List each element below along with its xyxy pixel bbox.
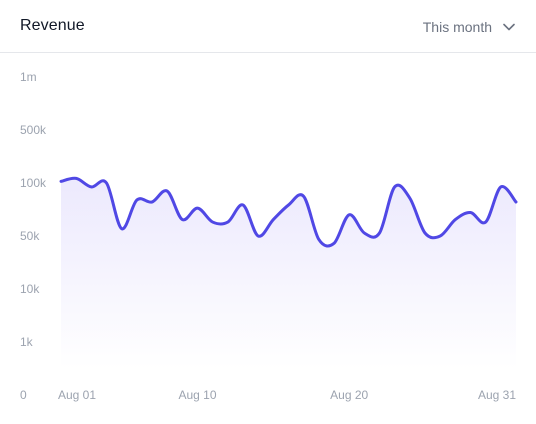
data-point xyxy=(316,236,322,242)
y-tick-label: 50k xyxy=(20,229,40,243)
x-tick-label: Aug 10 xyxy=(178,388,216,402)
data-point xyxy=(240,202,246,208)
revenue-chart: 1m 500k 100k 50k 10k 1k 0 Aug 01 Aug 10 Aug 20 Au… xyxy=(0,53,536,424)
y-tick-label: 1k xyxy=(20,335,34,349)
y-tick-label: 10k xyxy=(20,282,40,296)
data-point xyxy=(407,195,413,201)
y-tick-label: 100k xyxy=(20,176,47,190)
data-point xyxy=(164,188,170,194)
data-point xyxy=(210,219,216,225)
y-tick-label: 0 xyxy=(20,388,27,402)
data-point xyxy=(88,184,94,190)
data-point xyxy=(225,219,231,225)
data-point xyxy=(255,233,261,239)
chevron-down-icon xyxy=(502,20,516,34)
data-point xyxy=(346,212,352,218)
data-point xyxy=(513,199,519,205)
y-axis: 1m 500k 100k 50k 10k 1k 0 xyxy=(20,70,47,402)
card-title: Revenue xyxy=(20,17,85,34)
data-point xyxy=(437,233,443,239)
x-tick-label: Aug 01 xyxy=(58,388,96,402)
revenue-area xyxy=(61,178,516,369)
data-point xyxy=(119,226,125,232)
data-point xyxy=(58,178,64,184)
data-point xyxy=(452,217,458,223)
x-axis: Aug 01 Aug 10 Aug 20 Aug 31 xyxy=(58,388,516,402)
data-point xyxy=(195,205,201,211)
data-point xyxy=(270,217,276,223)
data-point xyxy=(498,184,504,190)
revenue-line xyxy=(59,176,518,248)
data-point xyxy=(179,217,185,223)
data-point xyxy=(134,197,140,203)
date-range-label: This month xyxy=(422,19,492,35)
data-point xyxy=(483,219,489,225)
data-point xyxy=(422,230,428,236)
data-point xyxy=(377,230,383,236)
card-header: Revenue This month xyxy=(0,0,536,53)
data-point xyxy=(392,184,398,190)
date-range-select[interactable]: This month xyxy=(423,15,516,39)
data-point xyxy=(104,180,110,186)
data-point xyxy=(468,209,474,215)
data-point xyxy=(301,193,307,199)
data-point xyxy=(286,202,292,208)
data-point xyxy=(149,199,155,205)
data-point xyxy=(361,230,367,236)
y-tick-label: 500k xyxy=(20,123,47,137)
x-tick-label: Aug 31 xyxy=(478,388,516,402)
data-point xyxy=(73,175,79,181)
y-tick-label: 1m xyxy=(20,70,37,84)
x-tick-label: Aug 20 xyxy=(330,388,368,402)
data-point xyxy=(331,240,337,246)
